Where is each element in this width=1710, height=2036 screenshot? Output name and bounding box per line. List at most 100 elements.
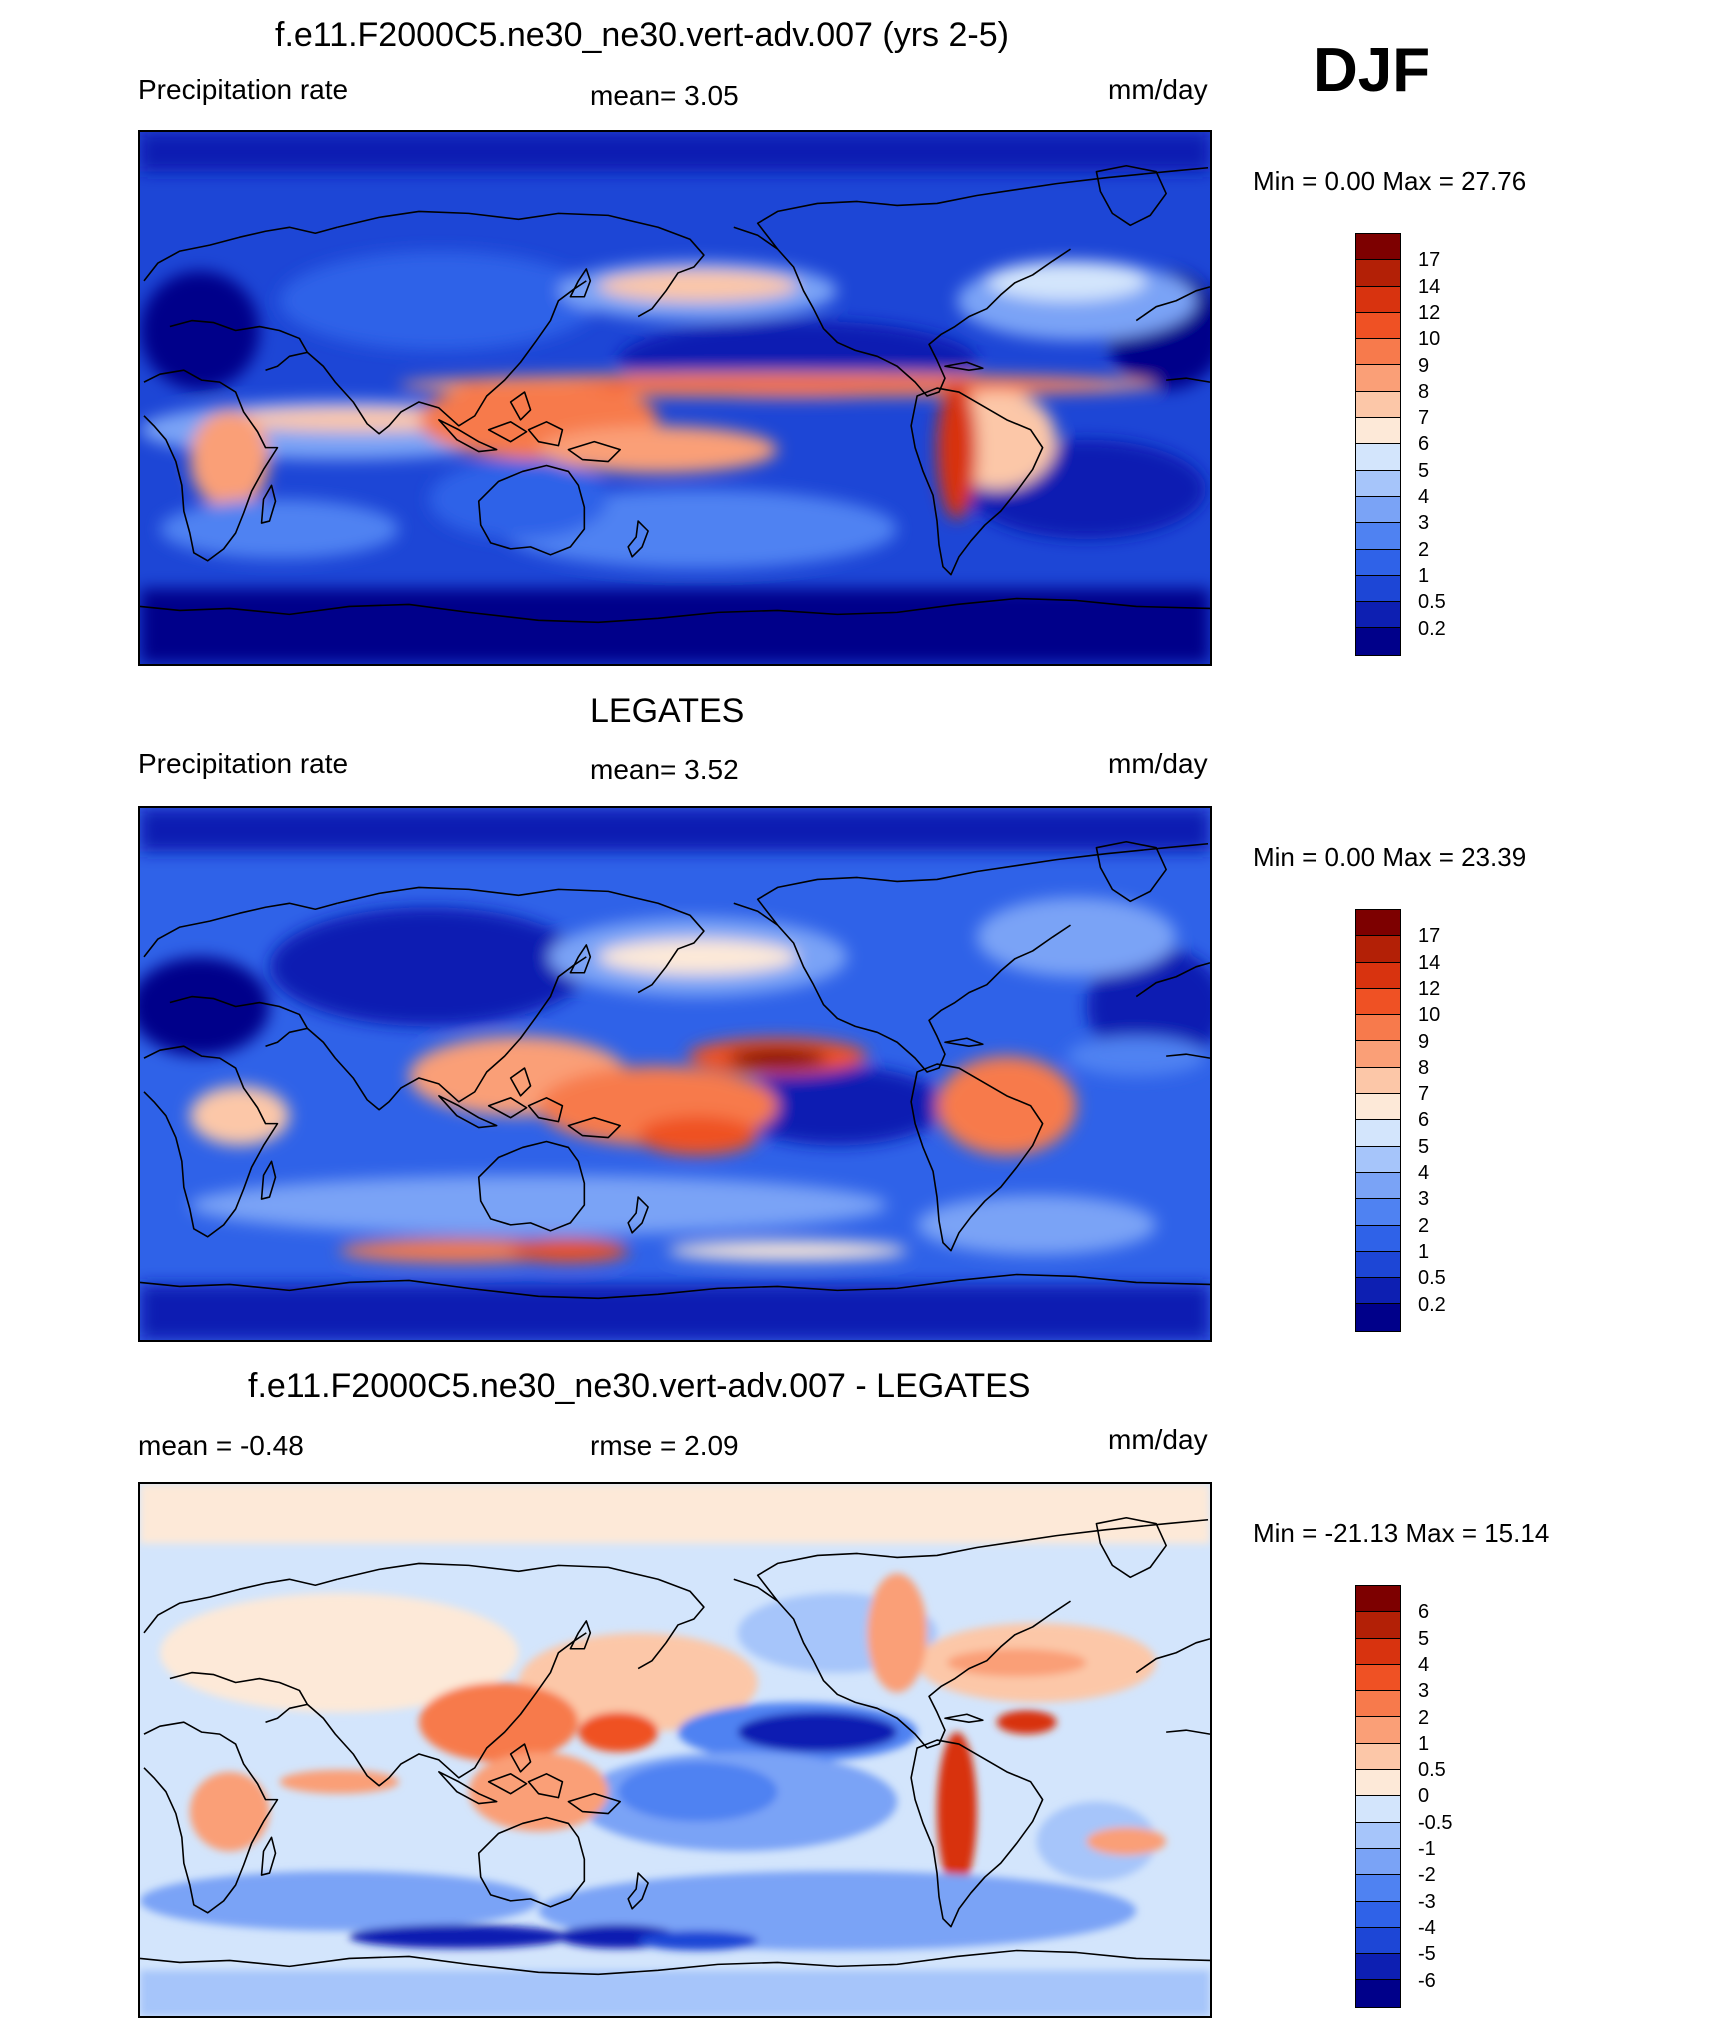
colorbar-swatch bbox=[1356, 1848, 1400, 1876]
colorbar-tick-label: 12 bbox=[1418, 977, 1441, 1000]
colorbar-swatch bbox=[1356, 1796, 1400, 1823]
colorbar-swatch bbox=[1356, 1278, 1400, 1305]
panel-variable-label: Precipitation rate bbox=[138, 74, 349, 105]
colorbar-swatch bbox=[1356, 1015, 1400, 1042]
colorbar-minmax-model: Min = 0.00 Max = 27.76 bbox=[1253, 166, 1527, 196]
colorbar-tick-label: 0.5 bbox=[1418, 1759, 1446, 1782]
panel-mean-label: mean = -0.48 bbox=[138, 1430, 304, 1461]
colorbar-tick-label: 4 bbox=[1418, 486, 1430, 508]
colorbar-swatch bbox=[1356, 1225, 1400, 1252]
colorbar-tick-label: 17 bbox=[1418, 925, 1441, 948]
colorbar-swatch bbox=[1356, 1146, 1400, 1173]
panel-variable-label: Precipitation rate bbox=[138, 748, 349, 779]
colorbar-swatch bbox=[1356, 1120, 1400, 1147]
colorbar-swatch bbox=[1356, 470, 1400, 497]
colorbar-tick-label: 4 bbox=[1418, 1653, 1430, 1676]
panel-units-label: mm/day bbox=[1108, 74, 1208, 105]
colorbar-tick-label: 5 bbox=[1418, 1135, 1430, 1158]
colorbar-swatch bbox=[1356, 1067, 1400, 1095]
colorbar-swatch bbox=[1356, 1638, 1400, 1665]
colorbar-swatch bbox=[1356, 549, 1400, 576]
colorbar-swatch bbox=[1356, 1664, 1400, 1692]
colorbar-tick-label: 2 bbox=[1418, 1214, 1430, 1237]
colorbar-tick-label: 1 bbox=[1418, 1240, 1430, 1263]
colorbar-tick-label: 8 bbox=[1418, 380, 1430, 403]
panel-title-obs: LEGATES bbox=[590, 692, 745, 730]
colorbar-model bbox=[1355, 233, 1401, 656]
panel-units-label: mm/day bbox=[1108, 748, 1208, 779]
colorbar-tick-label: 14 bbox=[1418, 275, 1441, 298]
colorbar-swatch bbox=[1356, 418, 1400, 445]
colorbar-tick-label: 0.2 bbox=[1418, 617, 1446, 640]
colorbar-diff bbox=[1355, 1585, 1401, 2008]
colorbar-tick-label: -4 bbox=[1418, 1916, 1436, 1939]
colorbar-swatch bbox=[1356, 1691, 1400, 1718]
colorbar-swatch bbox=[1356, 1743, 1400, 1771]
colorbar-tick-label: 17 bbox=[1418, 249, 1441, 272]
colorbar-swatch bbox=[1356, 1251, 1400, 1279]
colorbar-tick-label: 6 bbox=[1418, 433, 1430, 456]
colorbar-obs bbox=[1355, 909, 1401, 1332]
colorbar-tick-label: 3 bbox=[1418, 1680, 1430, 1703]
colorbar-tick-label: 5 bbox=[1418, 1627, 1430, 1650]
colorbar-tick-label: -0.5 bbox=[1418, 1811, 1453, 1834]
colorbar-tick-label: 4 bbox=[1418, 1162, 1430, 1184]
colorbar-swatch bbox=[1356, 1041, 1400, 1068]
colorbar-swatch bbox=[1356, 1875, 1400, 1902]
colorbar-tick-label: 6 bbox=[1418, 1601, 1430, 1624]
colorbar-tick-label: 12 bbox=[1418, 301, 1441, 324]
panel-rmse-label: rmse = 2.09 bbox=[590, 1430, 739, 1461]
colorbar-swatch bbox=[1356, 286, 1400, 313]
colorbar-swatch bbox=[1356, 391, 1400, 419]
colorbar-tick-label: 0.5 bbox=[1418, 591, 1446, 614]
colorbar-tick-label: 1 bbox=[1418, 564, 1430, 587]
colorbar-tick-label: 0 bbox=[1418, 1785, 1430, 1808]
colorbar-swatch bbox=[1356, 628, 1400, 655]
colorbar-swatch bbox=[1356, 962, 1400, 989]
colorbar-swatch bbox=[1356, 1172, 1400, 1200]
colorbar-tick-label: -6 bbox=[1418, 1969, 1436, 1992]
colorbar-tick-label: 10 bbox=[1418, 328, 1441, 351]
colorbar-swatch bbox=[1356, 1612, 1400, 1639]
colorbar-swatch bbox=[1356, 1770, 1400, 1797]
panel-title-model: f.e11.F2000C5.ne30_ne30.vert-adv.007 (yr… bbox=[275, 16, 1009, 54]
colorbar-swatch bbox=[1356, 1954, 1400, 1981]
colorbar-tick-label: 10 bbox=[1418, 1004, 1441, 1027]
colorbar-minmax-obs: Min = 0.00 Max = 23.39 bbox=[1253, 842, 1527, 872]
colorbar-swatch bbox=[1356, 1586, 1400, 1613]
panel-mean-label: mean= 3.52 bbox=[590, 754, 739, 785]
season-label: DJF bbox=[1313, 36, 1431, 105]
colorbar-swatch bbox=[1356, 1304, 1400, 1331]
colorbar-tick-label: 9 bbox=[1418, 354, 1430, 377]
colorbar-tick-label: -1 bbox=[1418, 1838, 1436, 1860]
colorbar-swatch bbox=[1356, 602, 1400, 629]
map-model-precip bbox=[138, 130, 1212, 666]
colorbar-tick-label: 9 bbox=[1418, 1030, 1430, 1053]
colorbar-swatch bbox=[1356, 1822, 1400, 1849]
colorbar-swatch bbox=[1356, 444, 1400, 471]
panel-mean-label: mean= 3.05 bbox=[590, 80, 739, 111]
colorbar-tick-label: 0.5 bbox=[1418, 1267, 1446, 1290]
colorbar-swatch bbox=[1356, 365, 1400, 392]
colorbar-swatch bbox=[1356, 1094, 1400, 1121]
colorbar-tick-label: 5 bbox=[1418, 459, 1430, 482]
colorbar-swatch bbox=[1356, 1717, 1400, 1744]
map-obs-precip bbox=[138, 806, 1212, 1342]
colorbar-swatch bbox=[1356, 936, 1400, 963]
colorbar-tick-label: 0.2 bbox=[1418, 1293, 1446, 1316]
colorbar-swatch bbox=[1356, 1901, 1400, 1928]
colorbar-swatch bbox=[1356, 312, 1400, 340]
colorbar-swatch bbox=[1356, 496, 1400, 524]
colorbar-swatch bbox=[1356, 523, 1400, 550]
colorbar-swatch bbox=[1356, 1980, 1400, 2007]
colorbar-tick-label: 3 bbox=[1418, 1188, 1430, 1211]
colorbar-swatch bbox=[1356, 234, 1400, 261]
colorbar-swatch bbox=[1356, 1199, 1400, 1226]
colorbar-swatch bbox=[1356, 339, 1400, 366]
panel-title-diff: f.e11.F2000C5.ne30_ne30.vert-adv.007 - L… bbox=[248, 1367, 1031, 1405]
panel-units-label: mm/day bbox=[1108, 1424, 1208, 1455]
colorbar-tick-label: 2 bbox=[1418, 1706, 1430, 1729]
colorbar-tick-label: 3 bbox=[1418, 512, 1430, 535]
colorbar-swatch bbox=[1356, 1927, 1400, 1955]
colorbar-tick-label: 2 bbox=[1418, 538, 1430, 561]
